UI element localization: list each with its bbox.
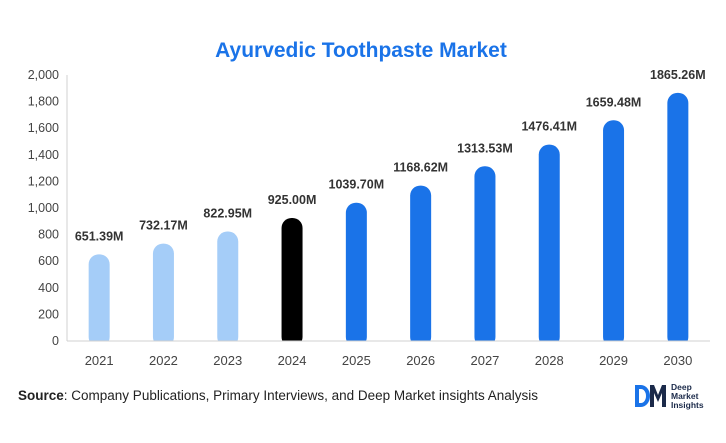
y-tick-label: 800	[38, 228, 59, 242]
data-label: 651.39M	[75, 229, 124, 243]
source-note: Source: Company Publications, Primary In…	[18, 388, 538, 403]
y-tick-label: 600	[38, 254, 59, 268]
bar	[152, 243, 174, 347]
x-tick-label: 2025	[342, 353, 371, 368]
data-label: 925.00M	[268, 193, 317, 207]
source-label: Source	[18, 388, 64, 403]
x-axis-ticks: 2021 2022 2023 2024 2025 2026 2027 2028 2029 2030	[85, 353, 693, 368]
y-tick-label: 400	[38, 281, 59, 295]
y-tick-label: 1,000	[28, 201, 59, 215]
bar	[538, 144, 560, 347]
brand-line-1: Deep	[671, 381, 692, 392]
y-axis-ticks: 0 200 400 600 800 1,000 1,200 1,400 1,600 1,800 2,…	[28, 68, 59, 348]
x-tick-label: 2024	[278, 353, 307, 368]
data-label: 822.95M	[203, 207, 252, 221]
y-tick-label: 0	[52, 334, 59, 348]
dm-logo-icon	[635, 385, 666, 407]
brand-line-2: Market	[671, 390, 699, 401]
data-labels: 651.39M 732.17M 822.95M 925.00M 1039.70M 1168…	[75, 68, 706, 243]
data-label: 1659.48M	[586, 95, 642, 109]
x-tick-label: 2028	[535, 353, 564, 368]
y-tick-label: 1,200	[28, 174, 59, 188]
bar	[474, 166, 496, 347]
bar	[281, 217, 303, 347]
bars	[68, 92, 711, 348]
brand-logo: Deep Market Insights	[633, 381, 704, 411]
x-tick-label: 2029	[599, 353, 628, 368]
y-tick-label: 1,800	[28, 95, 59, 109]
bar	[603, 120, 625, 348]
y-tick-label: 2,000	[28, 68, 59, 82]
x-tick-label: 2026	[406, 353, 435, 368]
bar	[217, 231, 239, 347]
source-text: : Company Publications, Primary Intervie…	[63, 388, 538, 403]
data-label: 732.17M	[139, 219, 188, 233]
x-tick-label: 2030	[663, 353, 692, 368]
data-label: 1168.62M	[393, 161, 448, 175]
x-tick-label: 2027	[470, 353, 499, 368]
bar	[88, 254, 110, 347]
x-tick-label: 2022	[149, 353, 178, 368]
brand-line-3: Insights	[671, 399, 704, 410]
x-tick-label: 2021	[85, 353, 114, 368]
chart-title: Ayurvedic Toothpaste Market	[215, 39, 507, 62]
bar	[345, 202, 367, 347]
data-label: 1039.70M	[329, 178, 385, 192]
y-tick-label: 1,600	[28, 121, 59, 135]
y-tick-label: 1,400	[28, 148, 59, 162]
data-label: 1313.53M	[457, 141, 513, 155]
x-tick-label: 2023	[213, 353, 242, 368]
bar	[410, 185, 432, 347]
y-tick-label: 200	[38, 307, 59, 321]
data-label: 1865.26M	[650, 68, 706, 82]
axis-mask	[68, 341, 711, 347]
bar	[667, 92, 689, 348]
brand-name: Deep Market Insights	[671, 381, 704, 410]
data-label: 1476.41M	[521, 120, 577, 134]
